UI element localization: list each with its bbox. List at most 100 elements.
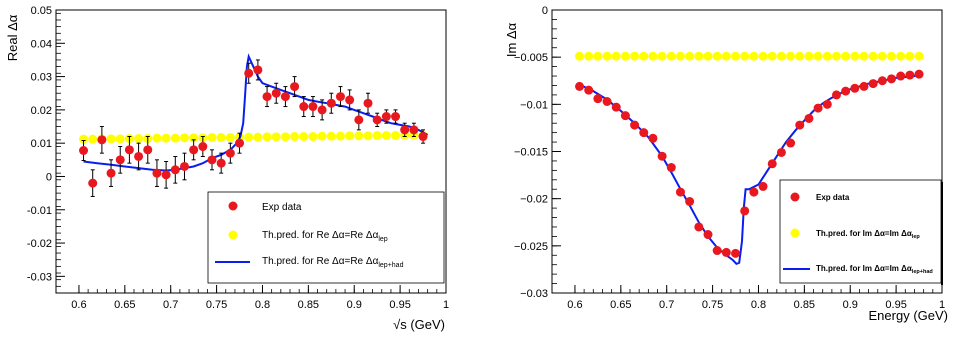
exp-data-point [740, 206, 750, 216]
lep-point [262, 132, 272, 142]
exp-data-point [381, 112, 391, 122]
exp-data-point [161, 170, 171, 180]
lep-point [905, 51, 915, 61]
legend-lep-marker [790, 228, 800, 238]
exp-data-point [887, 74, 897, 84]
x-tick-label: 0.8 [751, 299, 766, 311]
exp-data-point [79, 146, 89, 156]
exp-data-point [602, 97, 612, 107]
exp-data-point [731, 248, 741, 258]
lep-point [253, 132, 263, 142]
exp-data-point [630, 120, 640, 130]
lep-point [391, 131, 401, 141]
x-tick-label: 0.85 [298, 299, 319, 311]
y-tick-label: 0.05 [31, 5, 52, 17]
exp-data-point [235, 138, 245, 148]
exp-data-point [290, 82, 300, 92]
exp-data-point [703, 230, 713, 240]
exp-data-point [685, 196, 695, 206]
y-tick-label: −0.02 [520, 194, 548, 206]
exp-data-point [189, 145, 199, 155]
exp-data-point [253, 65, 263, 75]
lep-point [317, 131, 327, 141]
exp-data-point [749, 187, 759, 197]
lep-point [896, 51, 906, 61]
legend-had-sub: lep+had [378, 262, 403, 269]
legend-had-label: Th.pred. for Re Δα=Re Δαlep+had [262, 256, 404, 269]
lep-point [363, 131, 373, 141]
legend-exp-label: Exp data [262, 202, 302, 213]
lep-series [575, 51, 924, 61]
exp-data-point [657, 151, 667, 161]
legend-shadow [941, 182, 943, 285]
x-tick-label: 0.95 [885, 299, 906, 311]
lep-point [354, 131, 364, 141]
exp-data-point [262, 92, 272, 102]
exp-data-point [106, 168, 116, 178]
lep-point [271, 132, 281, 142]
lep-point [207, 133, 217, 143]
legend-had-text: Th.pred. for Re Δα=Re Δα [262, 256, 379, 267]
x-tick-label: 0.6 [567, 299, 582, 311]
exp-data-point [115, 155, 125, 165]
exp-data-point [152, 168, 162, 178]
legend-lep-marker [228, 230, 238, 240]
lep-series [79, 130, 428, 144]
lep-point [648, 51, 658, 61]
exp-data-point [97, 135, 107, 145]
x-tick-label: 0.7 [163, 299, 178, 311]
exp-data-point [372, 115, 382, 125]
exp-data-point [914, 69, 924, 79]
y-tick-label: -0.02 [27, 238, 52, 250]
axis-ticks: 0.6 0.65 0.7 0.75 0.8 0.85 0.9 0.95 1 -0.03 -0.02 -… [27, 5, 449, 311]
exp-data-point [354, 115, 364, 125]
lep-point [859, 51, 869, 61]
exp-data-point [198, 142, 208, 152]
exp-data-point [363, 98, 373, 108]
lep-point [877, 51, 887, 61]
exp-data-point [391, 112, 401, 122]
y-tick-label: 0.01 [31, 138, 52, 150]
lep-point [822, 51, 832, 61]
exp-data-point [786, 138, 796, 148]
exp-data-series [575, 69, 924, 258]
x-tick-label: 0.6 [71, 299, 86, 311]
x-tick-label: 0.9 [843, 299, 858, 311]
lep-point [602, 51, 612, 61]
legend-lep-text: Th.pred. for Im Δα=Im Δα [816, 229, 912, 238]
lep-point [620, 51, 630, 61]
x-tick-label: 0.85 [794, 299, 815, 311]
exp-data-point [712, 246, 722, 256]
legend-had-text: Th.pred. for Im Δα=Im Δα [816, 264, 912, 273]
y-tick-label: −0.015 [514, 147, 548, 159]
exp-data-point [675, 187, 685, 197]
lep-point [308, 132, 318, 142]
legend-exp-marker [228, 201, 238, 211]
lep-point [161, 133, 171, 143]
lep-point [280, 132, 290, 142]
legend-lep-label: Th.pred. for Im Δα=Im Δαlep [816, 229, 920, 240]
legend-had-sub: lep+had [912, 269, 933, 275]
exp-data-point [841, 86, 851, 96]
x-tick-label: 1 [939, 299, 945, 311]
exp-data-point [225, 148, 235, 158]
exp-data-point [335, 92, 345, 102]
y-tick-label: −0.03 [520, 288, 548, 300]
exp-data-point [345, 95, 355, 105]
exp-data-point [280, 92, 290, 102]
lep-point [758, 51, 768, 61]
lep-point [115, 134, 125, 144]
exp-data-point [859, 81, 869, 91]
lep-point [372, 131, 382, 141]
y-tick-label: 0 [542, 5, 548, 17]
lep-point [575, 51, 585, 61]
lep-point [657, 51, 667, 61]
exp-data-point [134, 151, 144, 161]
exp-data-point [905, 70, 915, 80]
y-tick-label: 0.03 [31, 72, 52, 84]
y-tick-label: -0.03 [27, 271, 52, 283]
exp-data-point [896, 71, 906, 81]
lep-point [721, 51, 731, 61]
x-tick-label: 0.8 [255, 299, 270, 311]
